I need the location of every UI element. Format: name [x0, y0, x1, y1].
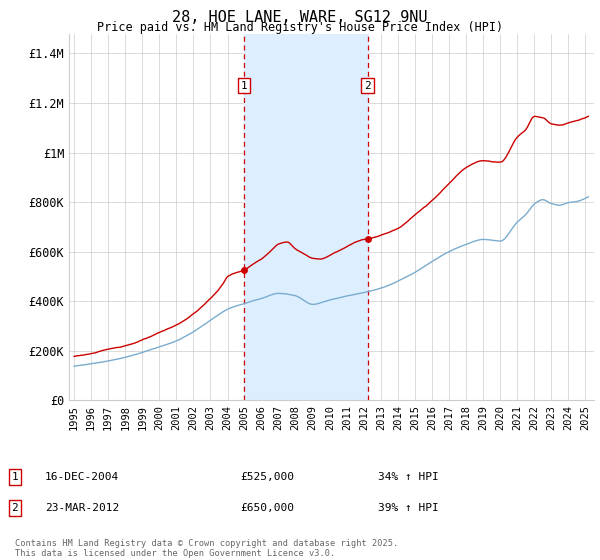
Text: 23-MAR-2012: 23-MAR-2012: [45, 503, 119, 513]
Text: £650,000: £650,000: [240, 503, 294, 513]
Text: 16-DEC-2004: 16-DEC-2004: [45, 472, 119, 482]
Text: 34% ↑ HPI: 34% ↑ HPI: [378, 472, 439, 482]
Text: Price paid vs. HM Land Registry's House Price Index (HPI): Price paid vs. HM Land Registry's House …: [97, 21, 503, 34]
Text: 28, HOE LANE, WARE, SG12 9NU: 28, HOE LANE, WARE, SG12 9NU: [172, 10, 428, 25]
Text: 39% ↑ HPI: 39% ↑ HPI: [378, 503, 439, 513]
Text: Contains HM Land Registry data © Crown copyright and database right 2025.
This d: Contains HM Land Registry data © Crown c…: [15, 539, 398, 558]
Bar: [244, 34, 368, 400]
Text: £525,000: £525,000: [240, 472, 294, 482]
Text: 1: 1: [11, 472, 19, 482]
Text: 1: 1: [241, 81, 247, 91]
Text: 2: 2: [364, 81, 371, 91]
Text: 2: 2: [11, 503, 19, 513]
